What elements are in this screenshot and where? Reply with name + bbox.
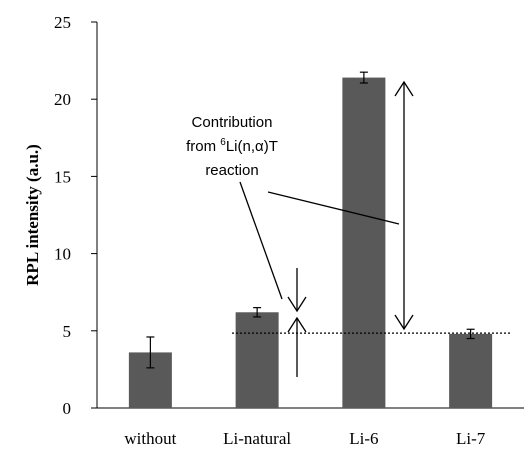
y-tick-label: 0 bbox=[63, 399, 72, 418]
li-6-contribution-double-arrow bbox=[394, 80, 414, 331]
x-tick-label: Li-natural bbox=[223, 429, 291, 448]
li-natural-contribution-arrows bbox=[287, 268, 307, 377]
bar-li-7 bbox=[449, 333, 493, 408]
y-tick-label: 5 bbox=[63, 322, 72, 341]
x-tick-label: Li-6 bbox=[349, 429, 378, 448]
y-tick-label: 10 bbox=[54, 245, 71, 264]
annotation-line-2: from 6Li(n,α)T bbox=[186, 137, 278, 155]
annotation-line-3: reaction bbox=[205, 162, 258, 179]
annotation: Contribution from 6Li(n,α)T reaction bbox=[186, 80, 510, 377]
pointer-line-to-li-6 bbox=[267, 191, 400, 225]
annotation-line-1: Contribution bbox=[192, 114, 273, 131]
y-tick-label: 15 bbox=[54, 167, 71, 186]
error-bars bbox=[146, 71, 475, 369]
y-axis-title: RPL intensity (a.u.) bbox=[23, 144, 42, 286]
bar-li-natural bbox=[235, 312, 279, 408]
pointer-line-to-li-natural bbox=[239, 181, 283, 300]
x-tick-label: Li-7 bbox=[456, 429, 486, 448]
y-tick-label: 25 bbox=[54, 13, 71, 32]
bars bbox=[128, 77, 493, 409]
y-ticks: 0 5 10 15 20 25 bbox=[54, 13, 97, 418]
x-tick-labels: without Li-natural Li-6 Li-7 bbox=[124, 429, 485, 448]
x-tick-label: without bbox=[124, 429, 176, 448]
y-tick-label: 20 bbox=[54, 90, 71, 109]
bar-li-6 bbox=[342, 77, 386, 409]
